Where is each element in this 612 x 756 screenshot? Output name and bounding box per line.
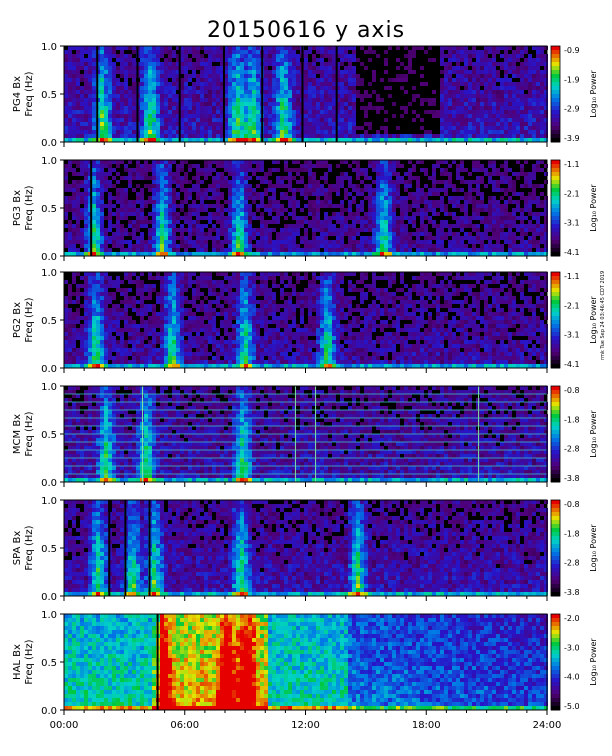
- panel-pg2-bx: 0.0 0.5 1.0 PG2 Bx Freq (Hz) -1.1 -2.1 -3.1 -4.1…: [12, 268, 598, 375]
- colorbar-tick-label: -2.1: [564, 301, 580, 310]
- station-label: PG3 Bx: [12, 190, 23, 226]
- colorbar-tick-label: -3.9: [564, 134, 580, 143]
- colorbar: [550, 45, 561, 143]
- colorbar-tick-label: -1.1: [564, 272, 580, 281]
- colorbar: [550, 613, 561, 711]
- colorbar-tick-label: -1.8: [564, 529, 580, 538]
- colorbar-tick-label: -4.1: [564, 360, 580, 369]
- y-tick-label: 0.5: [41, 316, 57, 327]
- y-axis-label: Freq (Hz): [24, 297, 35, 342]
- colorbar: [550, 499, 561, 597]
- y-tick-label: 0.0: [41, 478, 57, 489]
- station-label: PG2 Bx: [12, 302, 23, 338]
- y-axis-label: Freq (Hz): [24, 185, 35, 230]
- colorbar-label: Log₁₀ Power: [589, 184, 598, 232]
- y-tick-label: 1.0: [41, 42, 57, 53]
- colorbar-tick-label: -0.8: [564, 500, 580, 509]
- y-tick-label: 0.5: [41, 204, 57, 215]
- x-tick-label: 12:00: [291, 720, 320, 731]
- colorbar-tick-label: -3.0: [564, 643, 580, 652]
- y-tick-label: 0.5: [41, 90, 57, 101]
- y-tick-label: 1.0: [41, 382, 57, 393]
- colorbar-tick-label: -1.9: [564, 75, 580, 84]
- colorbar-tick-label: -2.0: [564, 614, 580, 623]
- colorbar-label: Log₁₀ Power: [589, 638, 598, 686]
- station-label: PG4 Bx: [12, 76, 23, 112]
- x-tick-label: 24:00: [533, 720, 562, 731]
- y-axis-label: Freq (Hz): [24, 411, 35, 456]
- y-tick-label: 1.0: [41, 268, 57, 279]
- colorbar-tick-label: -3.8: [564, 474, 580, 483]
- y-tick-label: 1.0: [41, 610, 57, 621]
- x-tick-label: 06:00: [170, 720, 199, 731]
- colorbar-label: Log₁₀ Power: [589, 410, 598, 458]
- panel-pg4-bx: 0.0 0.5 1.0 PG4 Bx Freq (Hz) -0.9 -1.9 -2.9 -3.9…: [12, 42, 598, 149]
- colorbar-label: Log₁₀ Power: [589, 524, 598, 572]
- colorbar-tick-label: -2.8: [564, 559, 580, 568]
- station-label: HAL Bx: [12, 644, 23, 680]
- colorbar-tick-label: -0.8: [564, 386, 580, 395]
- colorbar-tick-label: -4.1: [564, 248, 580, 257]
- y-tick-label: 0.0: [41, 252, 57, 263]
- colorbar-tick-label: -3.1: [564, 219, 580, 228]
- colorbar-tick-label: -1.1: [564, 160, 580, 169]
- colorbar-tick-label: -2.8: [564, 445, 580, 454]
- x-tick-label: 00:00: [50, 720, 79, 731]
- colorbar-tick-label: -4.0: [564, 673, 580, 682]
- y-axis-label: Freq (Hz): [24, 71, 35, 116]
- colorbar-tick-label: -2.1: [564, 189, 580, 198]
- y-tick-label: 0.0: [41, 364, 57, 375]
- y-tick-label: 0.5: [41, 544, 57, 555]
- y-tick-label: 0.0: [41, 138, 57, 149]
- station-label: SPA Bx: [12, 531, 23, 566]
- colorbar: [550, 271, 561, 369]
- figure-title: 20150616 y axis: [206, 18, 406, 43]
- colorbar-label: Log₁₀ Power: [589, 296, 598, 344]
- colorbar-label: Log₁₀ Power: [589, 70, 598, 118]
- colorbar-tick-label: -5.0: [564, 702, 580, 711]
- y-axis-label: Freq (Hz): [24, 639, 35, 684]
- panel-spa-bx: 0.0 0.5 1.0 SPA Bx Freq (Hz) -0.8 -1.8 -2.8 -3.8…: [12, 496, 598, 603]
- y-axis-label: Freq (Hz): [24, 525, 35, 570]
- processing-note: rmk Tue Sep 24 03:46:45 CDT 2019: [600, 270, 606, 360]
- colorbar-tick-label: -3.1: [564, 331, 580, 340]
- y-tick-label: 0.5: [41, 430, 57, 441]
- y-tick-label: 0.0: [41, 592, 57, 603]
- y-tick-label: 0.0: [41, 706, 57, 717]
- colorbar-tick-label: -1.8: [564, 415, 580, 424]
- station-label: MCM Bx: [12, 414, 23, 454]
- panel-mcm-bx: 0.0 0.5 1.0 MCM Bx Freq (Hz) -0.8 -1.8 -2.8 -3.8…: [12, 382, 598, 489]
- y-tick-label: 0.5: [41, 658, 57, 669]
- x-tick-label: 18:00: [412, 720, 441, 731]
- panel-hal-bx: 0.0 0.5 1.0 HAL Bx Freq (Hz) -2.0 -3.0 -4.0 -5.0…: [12, 610, 598, 717]
- y-tick-label: 1.0: [41, 496, 57, 507]
- colorbar-tick-label: -3.8: [564, 588, 580, 597]
- y-tick-label: 1.0: [41, 156, 57, 167]
- colorbar-tick-label: -2.9: [564, 105, 580, 114]
- colorbar: [550, 159, 561, 257]
- panel-pg3-bx: 0.0 0.5 1.0 PG3 Bx Freq (Hz) -1.1 -2.1 -3.1 -4.1…: [12, 156, 598, 263]
- colorbar-tick-label: -0.9: [564, 46, 580, 55]
- colorbar: [550, 385, 561, 483]
